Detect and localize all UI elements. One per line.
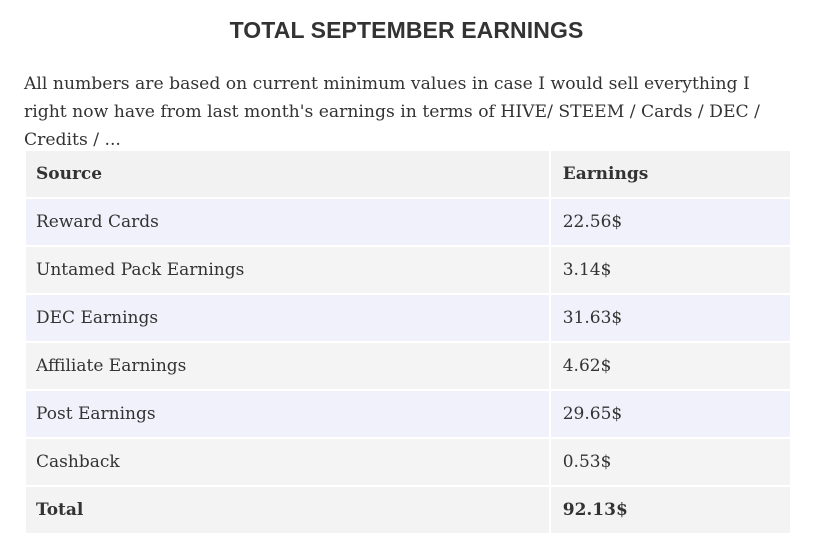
earnings-cell: 4.62$ <box>550 343 790 391</box>
earnings-cell: 29.65$ <box>550 391 790 439</box>
earnings-table: Source Earnings Reward Cards 22.56$ Unta… <box>26 151 790 535</box>
total-value-cell: 92.13$ <box>550 487 790 535</box>
intro-paragraph: All numbers are based on current minimum… <box>24 74 760 150</box>
column-header-source: Source <box>26 151 551 199</box>
table-row: DEC Earnings 31.63$ <box>26 295 790 343</box>
column-header-earnings: Earnings <box>550 151 790 199</box>
table-row: Reward Cards 22.56$ <box>26 199 790 247</box>
table-row: Post Earnings 29.65$ <box>26 391 790 439</box>
table-total-row: Total 92.13$ <box>26 487 790 535</box>
source-cell: Affiliate Earnings <box>26 343 551 391</box>
earnings-cell: 31.63$ <box>550 295 790 343</box>
source-cell: Cashback <box>26 439 551 487</box>
section-heading: TOTAL SEPTEMBER EARNINGS <box>229 17 584 43</box>
source-cell: Post Earnings <box>26 391 551 439</box>
earnings-cell: 0.53$ <box>550 439 790 487</box>
table-header-row: Source Earnings <box>26 151 790 199</box>
table-row: Cashback 0.53$ <box>26 439 790 487</box>
table-row: Affiliate Earnings 4.62$ <box>26 343 790 391</box>
earnings-cell: 22.56$ <box>550 199 790 247</box>
source-cell: Reward Cards <box>26 199 551 247</box>
table-row: Untamed Pack Earnings 3.14$ <box>26 247 790 295</box>
source-cell: DEC Earnings <box>26 295 551 343</box>
earnings-cell: 3.14$ <box>550 247 790 295</box>
total-label-cell: Total <box>26 487 551 535</box>
source-cell: Untamed Pack Earnings <box>26 247 551 295</box>
